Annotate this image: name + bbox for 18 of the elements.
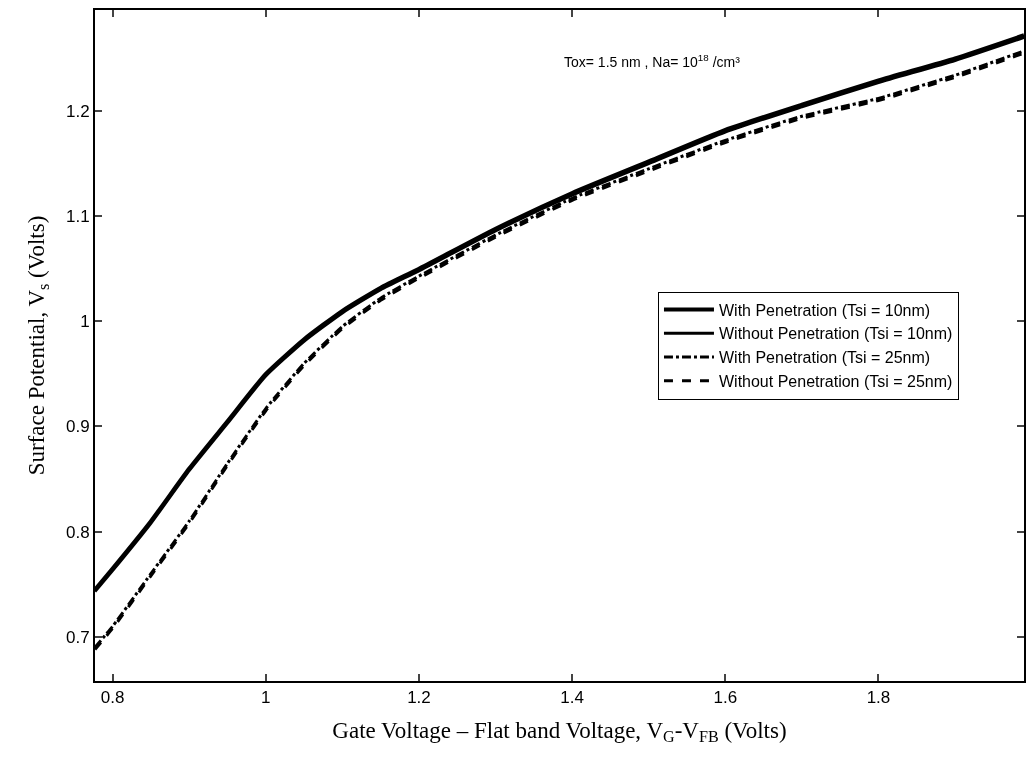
x-tick-label: 1: [261, 688, 271, 708]
x-tick-label: 1.2: [407, 688, 431, 708]
legend-label: Without Penetration (Tsi = 25nm): [718, 373, 953, 391]
y-tick-label: 1.1: [65, 207, 90, 227]
legend-label: Without Penetration (Tsi = 10nm): [718, 325, 953, 343]
x-axis-title: Gate Voltage – Flat band Voltage, V$_{G}$-V$_{FB}$ (Volts): [332, 717, 787, 746]
legend-label: With Penetration (Tsi = 10nm): [718, 301, 931, 319]
annotation: Tox= 1.5 nm , Na= 10$^{18}$ /cm³: [564, 52, 741, 70]
y-tick-label: 0.7: [65, 627, 90, 647]
x-tick-label: 1.4: [560, 688, 584, 708]
y-tick-label: 0.8: [65, 522, 90, 542]
y-tick-label: 0.9: [65, 417, 90, 437]
x-tick-label: 1.8: [866, 688, 891, 708]
legend-label: With Penetration (Tsi = 25nm): [718, 349, 931, 367]
x-tick-label: 0.8: [100, 688, 125, 708]
y-tick-label: 1: [80, 312, 90, 332]
y-tick-label: 1.2: [65, 101, 90, 121]
x-tick-label: 1.6: [713, 688, 738, 708]
